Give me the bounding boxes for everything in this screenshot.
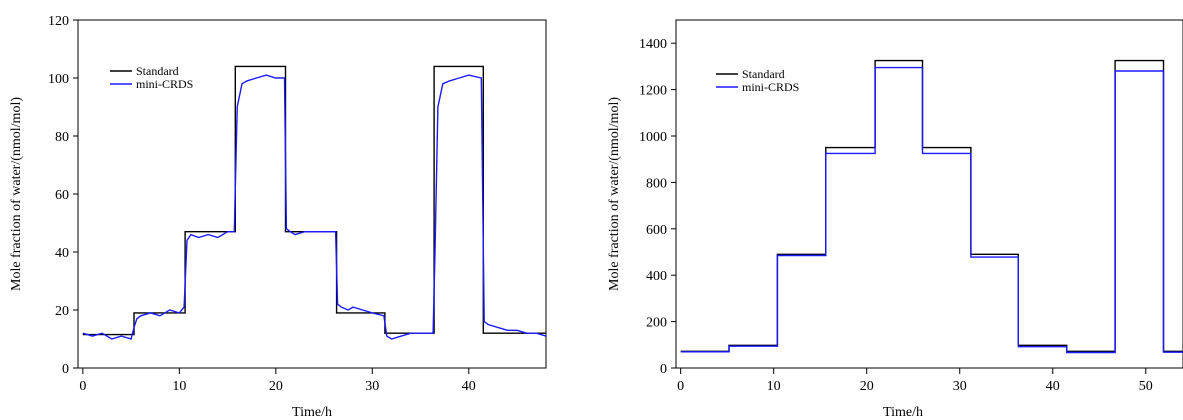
x-tick-label: 20 xyxy=(269,379,283,394)
y-tick-label: 200 xyxy=(646,316,667,331)
legend-label: mini-CRDS xyxy=(136,77,193,91)
y-tick-label: 80 xyxy=(55,130,69,145)
x-tick-label: 10 xyxy=(767,379,781,394)
y-tick-label: 60 xyxy=(55,188,69,203)
series-line-mini-crds xyxy=(82,74,546,340)
series-line-standard xyxy=(82,65,546,336)
x-axis-label: Time/h xyxy=(883,405,923,420)
x-tick-label: 20 xyxy=(860,379,874,394)
y-tick-label: 0 xyxy=(62,362,69,377)
legend-label: Standard xyxy=(136,64,179,78)
y-tick-label: 20 xyxy=(55,304,69,319)
x-tick-label: 10 xyxy=(172,379,186,394)
plot-frame xyxy=(675,19,1183,369)
x-tick-label: 50 xyxy=(1139,379,1153,394)
plot-area xyxy=(82,65,546,340)
x-tick-label: 0 xyxy=(677,379,684,394)
x-tick-label: 30 xyxy=(365,379,379,394)
x-tick-label: 30 xyxy=(953,379,967,394)
legend-label: mini-CRDS xyxy=(742,80,799,94)
x-axis-label: Time/h xyxy=(292,405,332,420)
legend-label: Standard xyxy=(742,67,785,81)
x-tick-label: 0 xyxy=(79,379,86,394)
y-tick-label: 1400 xyxy=(639,37,667,52)
y-tick-label: 40 xyxy=(55,246,69,261)
y-tick-label: 100 xyxy=(48,72,69,87)
y-tick-label: 400 xyxy=(646,269,667,284)
y-tick-label: 0 xyxy=(660,362,667,377)
y-axis-label: Mole fraction of water/(nmol/mol) xyxy=(607,97,622,291)
series-line-standard xyxy=(680,59,1183,352)
y-axis-label: Mole fraction of water/(nmol/mol) xyxy=(9,97,24,291)
y-tick-label: 600 xyxy=(646,223,667,238)
chart-1: 0 20 40 60 80 100 120 0 10 20 30 40 Time/h Mole fract… xyxy=(9,14,547,420)
series-line-mini-crds xyxy=(680,66,1183,354)
y-tick-label: 1200 xyxy=(639,84,667,99)
chart-2: 0 200 400 600 800 1000 1200 1400 0 10 20 30 40 50 Time… xyxy=(607,19,1183,420)
x-tick-label: 40 xyxy=(1046,379,1060,394)
y-tick-label: 1000 xyxy=(639,130,667,145)
y-tick-label: 120 xyxy=(48,14,69,29)
plot-area xyxy=(680,59,1183,354)
x-tick-label: 40 xyxy=(462,379,476,394)
y-tick-label: 800 xyxy=(646,176,667,191)
